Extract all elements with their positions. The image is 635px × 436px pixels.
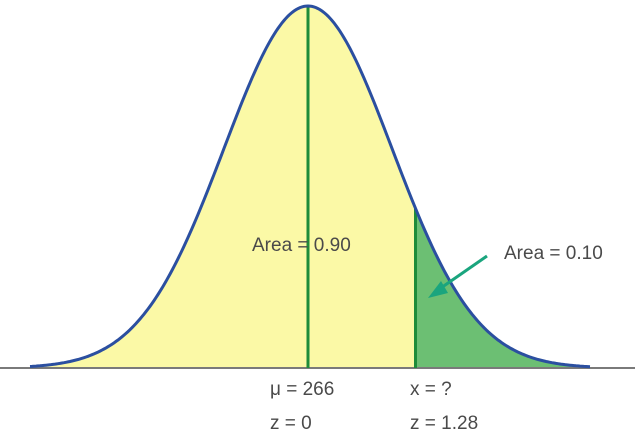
x-label: x = ? [410,379,452,400]
area-left-label: Area = 0.90 [252,235,351,256]
mean-z-label: z = 0 [270,413,312,434]
area-right-label: Area = 0.10 [504,243,603,264]
right-area-region [415,208,590,368]
x-z-label: z = 1.28 [410,413,478,434]
left-area-region [30,6,416,368]
arrow-icon [428,254,488,298]
mean-label: μ = 266 [270,379,334,400]
normal-curve [29,4,591,369]
